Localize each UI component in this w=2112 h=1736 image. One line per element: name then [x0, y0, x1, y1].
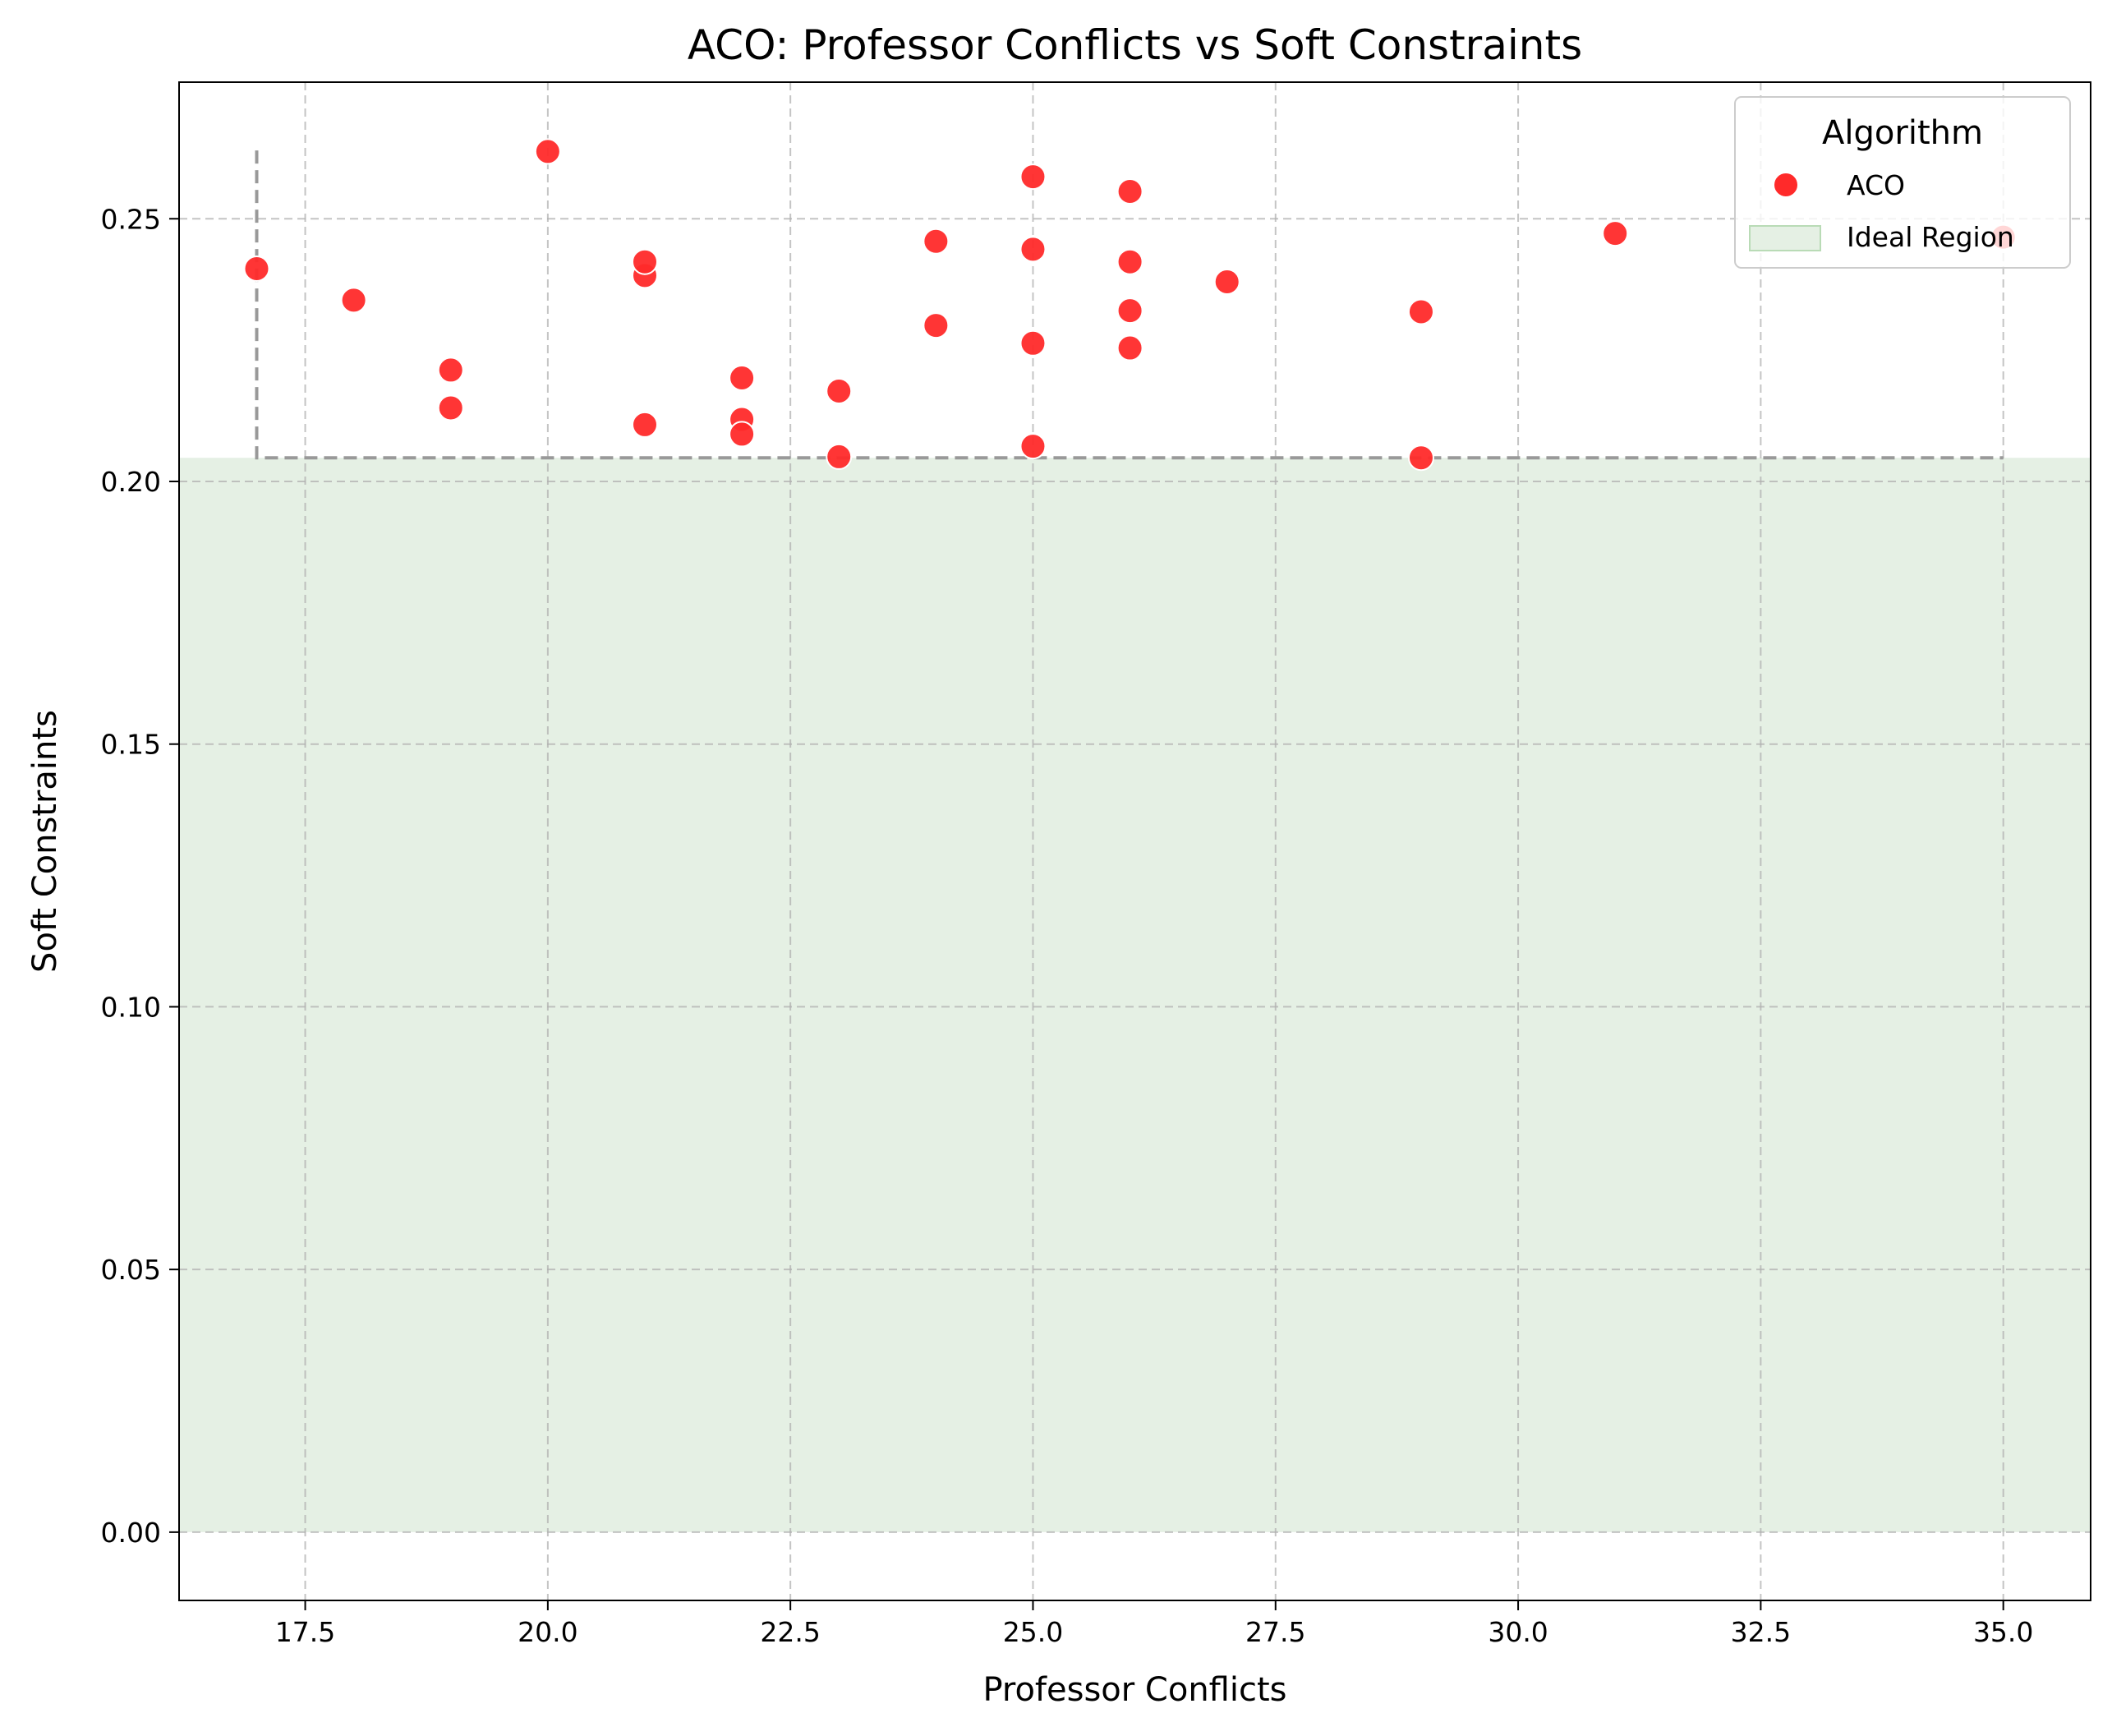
axes-frame — [178, 81, 2091, 1601]
y-tick-label: 0.05 — [101, 1254, 161, 1286]
x-tick-label: 35.0 — [1973, 1616, 2033, 1648]
x-tick-label: 20.0 — [518, 1616, 577, 1648]
data-point — [1116, 248, 1143, 275]
legend-patch-ideal-region — [1749, 225, 1821, 251]
data-point — [631, 411, 658, 438]
data-point — [437, 394, 464, 421]
y-tick-label: 0.00 — [101, 1517, 161, 1549]
data-point — [1019, 163, 1047, 191]
data-point — [243, 256, 270, 283]
data-point — [923, 228, 950, 255]
data-point — [1407, 298, 1434, 325]
x-axis-ticks: 17.5 20.0 22.5 25.0 27.5 30.0 32.5 35.0 — [275, 1600, 2033, 1648]
data-point — [437, 357, 464, 384]
data-point — [923, 312, 950, 339]
x-tick-label: 30.0 — [1488, 1616, 1548, 1648]
data-point — [729, 421, 756, 448]
data-point — [1019, 236, 1047, 263]
x-tick-label: 25.0 — [1003, 1616, 1063, 1648]
data-point — [1019, 433, 1047, 460]
legend-label-aco: ACO — [1847, 169, 1905, 201]
data-point — [1116, 334, 1143, 361]
legend: Algorithm ACO Ideal Region — [1734, 96, 2071, 269]
data-point — [631, 248, 658, 275]
y-tick-label: 0.20 — [101, 466, 161, 498]
data-point — [729, 365, 756, 392]
data-point — [1602, 220, 1629, 247]
y-tick-label: 0.10 — [101, 991, 161, 1023]
y-tick-label: 0.15 — [101, 729, 161, 761]
y-tick-label: 0.25 — [101, 203, 161, 235]
data-point — [1213, 268, 1240, 295]
data-point — [1019, 329, 1047, 357]
plot-area — [179, 458, 2091, 1532]
x-tick-label: 27.5 — [1245, 1616, 1305, 1648]
x-tick-label: 22.5 — [760, 1616, 820, 1648]
data-point — [340, 287, 367, 314]
legend-title: Algorithm — [1822, 114, 1983, 152]
data-point — [1116, 297, 1143, 325]
x-axis-label: Professor Conflicts — [982, 1671, 1286, 1709]
y-axis-label: Soft Constraints — [26, 710, 64, 973]
data-point — [826, 377, 853, 404]
y-axis-ticks: 0.00 0.05 0.10 0.15 0.20 0.25 — [101, 203, 179, 1549]
data-point — [1116, 178, 1143, 205]
chart-title: ACO: Professor Conflicts vs Soft Constra… — [688, 21, 1582, 69]
ideal-region-fill — [179, 458, 2091, 1532]
data-point — [534, 138, 561, 165]
data-point — [826, 443, 853, 470]
x-tick-label: 32.5 — [1731, 1616, 1791, 1648]
data-point — [1407, 444, 1434, 472]
legend-label-ideal-region: Ideal Region — [1847, 221, 2014, 253]
x-tick-label: 17.5 — [275, 1616, 335, 1648]
legend-marker-aco — [1773, 172, 1799, 198]
